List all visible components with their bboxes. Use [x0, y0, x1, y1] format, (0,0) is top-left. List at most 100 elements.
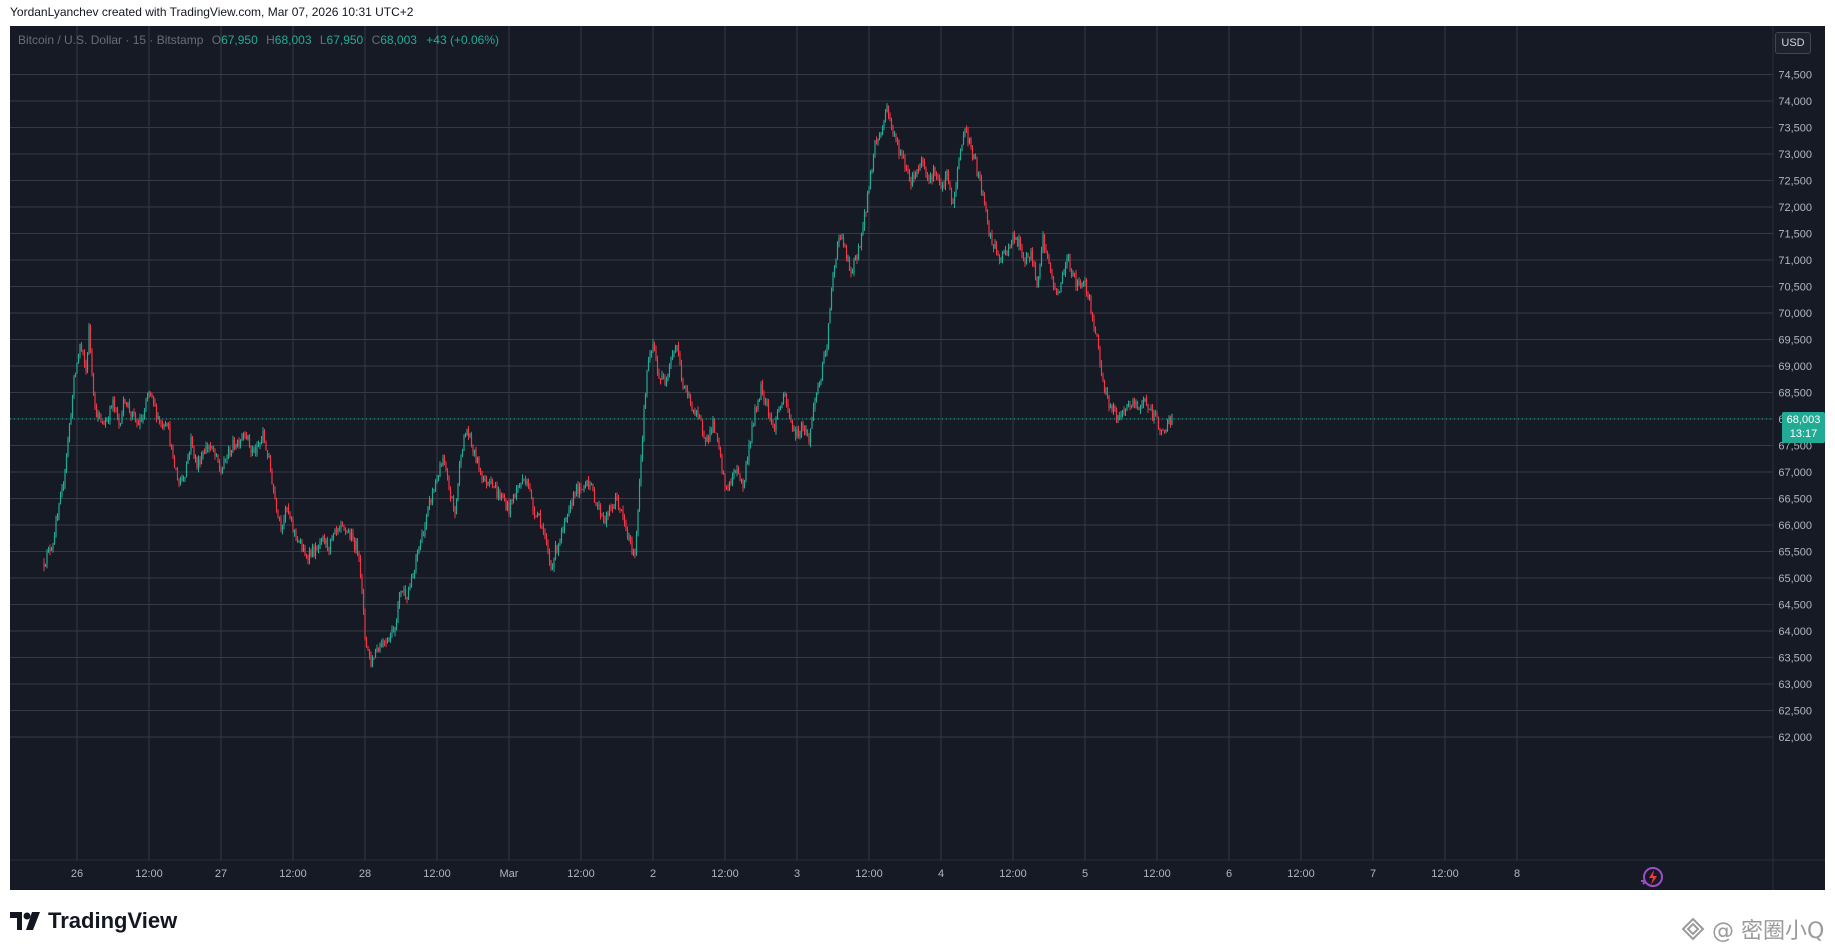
candle-body — [800, 423, 803, 436]
candle-body — [704, 437, 707, 442]
candle-body — [587, 480, 590, 487]
candle-body — [269, 455, 272, 471]
candle-body — [235, 446, 237, 449]
candle-body — [116, 409, 119, 417]
candle-body — [346, 531, 348, 533]
candle-body — [685, 385, 687, 389]
candle-body — [521, 478, 524, 484]
candle-body — [83, 353, 86, 364]
candle-body — [814, 398, 816, 408]
candle-body — [691, 402, 693, 411]
candle-body — [755, 408, 758, 410]
candle-body — [686, 388, 689, 396]
candle-body — [460, 456, 462, 464]
candle-body — [694, 409, 696, 415]
candle-body — [416, 553, 419, 558]
candle-body — [1148, 408, 1151, 410]
candle-body — [1031, 250, 1034, 262]
candle-body — [703, 432, 705, 438]
candle-body — [487, 481, 489, 485]
candle-body — [208, 446, 210, 449]
currency-button[interactable]: USD — [1775, 32, 1811, 54]
tradingview-logo-icon — [10, 912, 40, 930]
candle-body — [448, 477, 450, 490]
brand-name: TradingView — [48, 908, 178, 933]
candle-body — [802, 423, 804, 427]
candle-body — [332, 534, 335, 539]
candle-body — [961, 144, 963, 151]
candle-body — [1115, 408, 1118, 420]
candle-body — [700, 418, 702, 421]
bolt-icon[interactable] — [1638, 864, 1666, 890]
candle-body — [1006, 250, 1008, 255]
candle-body — [754, 408, 756, 426]
candle-body — [607, 512, 609, 516]
candle-body — [352, 533, 354, 540]
candle-body — [488, 481, 491, 484]
candle-body — [919, 166, 921, 170]
candle-body — [596, 504, 599, 506]
candle-body — [1151, 408, 1154, 421]
candle-body — [482, 479, 485, 481]
candle-body — [80, 343, 83, 351]
candle-body — [529, 487, 531, 491]
candle-body — [953, 196, 956, 204]
candle-body — [391, 628, 393, 634]
candle-body — [958, 158, 960, 169]
candle-body — [790, 418, 792, 423]
candle-body — [74, 373, 77, 377]
candle-body — [1016, 237, 1019, 247]
candle-body — [457, 483, 459, 501]
candle-body — [622, 510, 624, 518]
candle-body — [743, 479, 746, 488]
candle-body — [146, 396, 149, 401]
candle-body — [166, 423, 168, 426]
candle-body — [935, 174, 938, 176]
tradingview-brand[interactable]: TradingView — [10, 908, 177, 934]
candle-body — [410, 577, 413, 588]
watermark-text: @ 密圈小Q — [1712, 919, 1825, 944]
candle-body — [364, 610, 366, 638]
candle-body — [415, 557, 417, 570]
candle-body — [938, 178, 941, 183]
candle-body — [386, 640, 389, 643]
price-chart[interactable]: 62,000 62,500 63,000 63,500 64,000 64,500 65,0… — [10, 26, 1825, 890]
candle-body — [682, 380, 684, 388]
candle-body — [437, 476, 440, 480]
candle-body — [367, 646, 369, 650]
candle-body — [172, 447, 174, 457]
candle-body — [455, 500, 458, 514]
candle-body — [1159, 428, 1161, 431]
candle-body — [950, 189, 953, 202]
candle-body — [145, 400, 147, 410]
candle-body — [289, 511, 291, 518]
y-tick-label: 63,000 — [1778, 679, 1812, 691]
candle-body — [770, 416, 773, 424]
candle-body — [934, 167, 936, 175]
candle-body — [392, 628, 395, 633]
candle-body — [398, 593, 401, 605]
candle-body — [313, 546, 315, 557]
candle-body — [152, 395, 155, 403]
candle-body — [884, 112, 887, 121]
candle-body — [407, 589, 410, 600]
candle-body — [47, 548, 50, 552]
candle-body — [137, 423, 140, 426]
candle-body — [1010, 242, 1013, 248]
candle-body — [745, 463, 747, 480]
candle-body — [719, 448, 722, 456]
x-tick-label: 4 — [938, 868, 944, 880]
chart-area[interactable]: 62,000 62,500 63,000 63,500 64,000 64,500 65,0… — [10, 26, 1825, 890]
candle-body — [557, 544, 560, 552]
y-tick-label: 65,000 — [1778, 573, 1812, 585]
x-tick-label: 12:00 — [135, 868, 163, 880]
candle-body — [101, 421, 104, 424]
candle-body — [580, 487, 582, 490]
candle-body — [586, 480, 588, 486]
candle-body — [263, 430, 266, 443]
candle-body — [299, 541, 302, 543]
candle-body — [511, 499, 513, 502]
candle-body — [758, 399, 761, 401]
candle-body — [598, 505, 600, 507]
candle-body — [1157, 417, 1160, 429]
